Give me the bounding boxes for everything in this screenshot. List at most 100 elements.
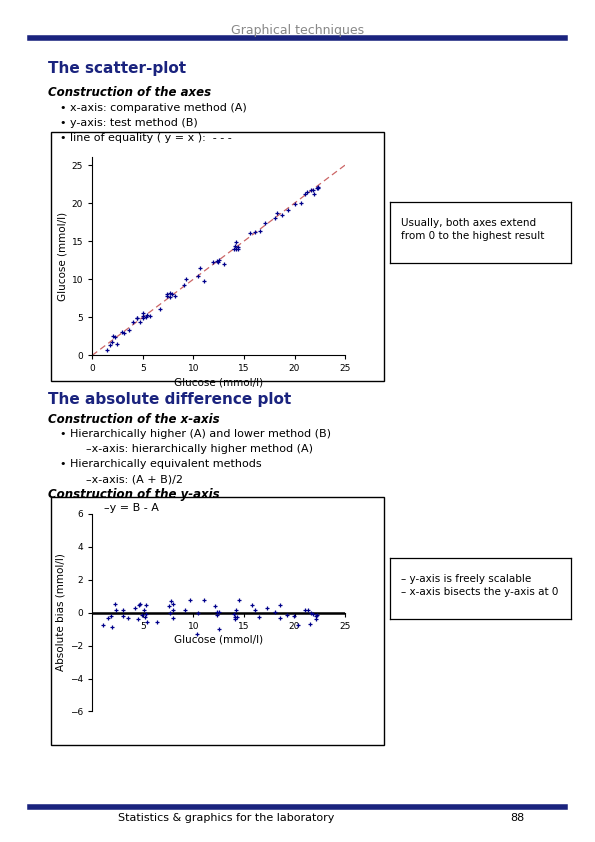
Point xyxy=(164,600,174,613)
Point xyxy=(141,310,151,323)
Point xyxy=(117,325,127,338)
Point xyxy=(214,253,224,266)
Text: • Hierarchically higher (A) and lower method (B): • Hierarchically higher (A) and lower me… xyxy=(60,429,330,439)
Point xyxy=(289,609,299,622)
Point xyxy=(194,269,203,282)
Point xyxy=(270,605,280,619)
Point xyxy=(300,604,310,617)
Point xyxy=(233,610,242,623)
Point xyxy=(179,278,189,291)
Text: • Hierarchically equivalent methods: • Hierarchically equivalent methods xyxy=(60,459,261,469)
Point xyxy=(230,610,240,624)
Point xyxy=(123,611,133,625)
Point xyxy=(275,598,284,611)
Point xyxy=(111,330,120,344)
Point xyxy=(140,610,149,623)
Point xyxy=(311,612,321,626)
Text: –x-axis: hierarchically higher method (A): –x-axis: hierarchically higher method (A… xyxy=(86,444,314,454)
Point xyxy=(283,203,292,216)
Point xyxy=(231,603,241,616)
Y-axis label: Glucose (mmol/l): Glucose (mmol/l) xyxy=(58,212,67,301)
Point xyxy=(309,183,318,196)
Point xyxy=(270,210,280,224)
Point xyxy=(142,308,152,322)
Point xyxy=(300,188,309,201)
Point xyxy=(234,594,244,607)
Point xyxy=(231,235,240,248)
Point xyxy=(139,603,149,616)
Point xyxy=(219,257,228,270)
Point xyxy=(111,603,121,616)
Point xyxy=(112,337,121,350)
Point xyxy=(134,598,144,611)
Point xyxy=(306,617,315,631)
Point xyxy=(138,312,148,325)
X-axis label: Glucose (mmol/l): Glucose (mmol/l) xyxy=(174,377,263,387)
Point xyxy=(303,604,313,617)
Text: Construction of the y-axis: Construction of the y-axis xyxy=(48,488,219,501)
Point xyxy=(214,622,224,636)
Text: • line of equality ( y = x ):  - - -: • line of equality ( y = x ): - - - xyxy=(60,133,231,143)
Point xyxy=(107,610,116,623)
Point xyxy=(118,603,127,616)
Point xyxy=(162,287,172,301)
Point xyxy=(248,599,257,612)
Y-axis label: Absolute bias (mmol/l): Absolute bias (mmol/l) xyxy=(56,554,66,671)
Point xyxy=(193,606,203,620)
Text: Statistics & graphics for the laboratory: Statistics & graphics for the laboratory xyxy=(118,813,334,823)
Point xyxy=(282,609,292,622)
Point xyxy=(192,627,202,641)
Point xyxy=(98,618,108,632)
Point xyxy=(262,601,271,615)
Point xyxy=(214,255,223,269)
Point xyxy=(230,242,239,256)
Point xyxy=(105,338,115,351)
Point xyxy=(231,239,240,253)
Point xyxy=(102,344,112,357)
Point xyxy=(306,184,316,197)
Point xyxy=(142,607,151,621)
Point xyxy=(303,185,312,199)
Point xyxy=(277,208,287,221)
Point xyxy=(108,621,117,634)
Text: • y-axis: test method (B): • y-axis: test method (B) xyxy=(60,118,198,128)
Point xyxy=(254,610,264,624)
Point xyxy=(196,261,205,274)
Point xyxy=(120,326,129,339)
Point xyxy=(165,606,174,620)
Point xyxy=(165,286,175,300)
Text: Usually, both axes extend
from 0 to the highest result: Usually, both axes extend from 0 to the … xyxy=(400,218,544,241)
Text: –y = B - A: –y = B - A xyxy=(104,503,159,513)
Point xyxy=(137,609,147,622)
Point xyxy=(199,593,209,606)
Text: –x-axis: (A + B)/2: –x-axis: (A + B)/2 xyxy=(86,474,183,484)
Point xyxy=(306,605,316,619)
Point xyxy=(152,616,162,629)
Point xyxy=(108,329,117,343)
Point xyxy=(308,608,318,621)
Point xyxy=(108,335,117,349)
Point xyxy=(199,274,209,288)
Point xyxy=(231,242,241,256)
Point xyxy=(136,316,145,329)
Point xyxy=(255,225,265,238)
Point xyxy=(133,613,143,626)
Point xyxy=(261,216,270,230)
Point xyxy=(181,273,190,286)
Point xyxy=(168,603,177,616)
Point xyxy=(168,611,178,625)
Text: • x-axis: comparative method (A): • x-axis: comparative method (A) xyxy=(60,103,246,113)
Point xyxy=(104,612,113,626)
Point xyxy=(231,612,240,626)
Point xyxy=(141,598,151,611)
Text: 88: 88 xyxy=(511,813,525,823)
Text: – y-axis is freely scalable
– x-axis bisects the y-axis at 0: – y-axis is freely scalable – x-axis bis… xyxy=(400,574,558,597)
Point xyxy=(245,226,255,240)
Point xyxy=(167,287,177,301)
Point xyxy=(212,605,222,619)
Point xyxy=(111,597,120,610)
Point xyxy=(312,609,322,622)
Point xyxy=(139,309,148,322)
Point xyxy=(311,610,321,623)
Point xyxy=(132,311,142,324)
